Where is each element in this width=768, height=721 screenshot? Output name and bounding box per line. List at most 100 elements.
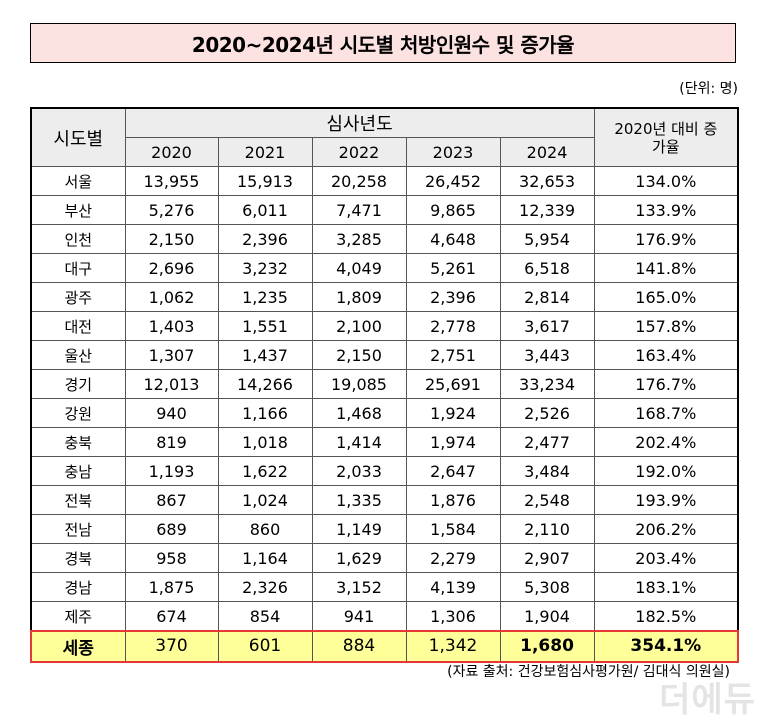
table-row: 강원 940 1,166 1,468 1,924 2,526 168.7%	[30, 398, 739, 428]
rate-cell: 176.7%	[593, 369, 739, 399]
value-cell: 14,266	[217, 369, 313, 399]
rate-cell: 183.1%	[593, 572, 739, 602]
value-cell: 2,778	[405, 311, 501, 341]
value-cell: 958	[124, 543, 219, 573]
value-cell: 12,013	[124, 369, 219, 399]
value-cell: 2,150	[124, 224, 219, 254]
region-cell: 제주	[30, 601, 126, 631]
region-cell: 서울	[30, 166, 126, 196]
value-cell: 867	[124, 485, 219, 515]
value-cell: 1,622	[217, 456, 313, 486]
value-cell: 2,396	[405, 282, 501, 312]
region-cell: 경북	[30, 543, 126, 573]
value-cell: 1,018	[217, 427, 313, 457]
value-cell: 819	[124, 427, 219, 457]
value-cell: 2,696	[124, 253, 219, 283]
rate-cell: 206.2%	[593, 514, 739, 544]
rate-cell: 133.9%	[593, 195, 739, 225]
region-cell: 충북	[30, 427, 126, 457]
region-cell: 부산	[30, 195, 126, 225]
source-note: (자료 출처: 건강보험심사평가원/ 김대식 의원실)	[447, 664, 730, 680]
value-cell: 5,276	[124, 195, 219, 225]
table-row: 전남 689 860 1,149 1,584 2,110 206.2%	[30, 514, 739, 544]
header-row-years: 2020 2021 2022 2023 2024	[31, 137, 738, 167]
value-cell: 12,339	[499, 195, 595, 225]
value-cell: 1,974	[405, 427, 501, 457]
value-cell: 1,584	[405, 514, 501, 544]
value-cell: 3,285	[311, 224, 407, 254]
rate-cell: 165.0%	[593, 282, 739, 312]
value-cell: 20,258	[311, 166, 407, 196]
table-row: 광주 1,062 1,235 1,809 2,396 2,814 165.0%	[30, 282, 739, 312]
region-cell: 전북	[30, 485, 126, 515]
table-body: 서울 13,955 15,913 20,258 26,452 32,653 134.0% 부산…	[29, 166, 740, 663]
value-cell: 4,139	[405, 572, 501, 602]
watermark-logo: 더에듀	[659, 680, 756, 720]
value-cell: 2,033	[311, 456, 407, 486]
value-cell: 2,477	[499, 427, 595, 457]
year-header: 2021	[217, 137, 313, 167]
value-cell: 32,653	[499, 166, 595, 196]
region-cell: 세종	[30, 630, 126, 663]
value-cell: 854	[217, 601, 313, 631]
region-cell: 대구	[30, 253, 126, 283]
value-cell: 370	[124, 630, 219, 663]
value-cell: 3,484	[499, 456, 595, 486]
value-cell: 940	[124, 398, 219, 428]
value-cell: 1,924	[405, 398, 501, 428]
region-cell: 충남	[30, 456, 126, 486]
value-cell: 2,647	[405, 456, 501, 486]
table-row: 충남 1,193 1,622 2,033 2,647 3,484 192.0%	[30, 456, 739, 486]
table-row: 대구 2,696 3,232 4,049 5,261 6,518 141.8%	[30, 253, 739, 283]
value-cell: 19,085	[311, 369, 407, 399]
value-cell: 1,307	[124, 340, 219, 370]
value-cell: 2,279	[405, 543, 501, 573]
value-cell: 1,342	[405, 630, 501, 663]
region-cell: 울산	[30, 340, 126, 370]
value-cell: 1,166	[217, 398, 313, 428]
value-cell: 3,232	[217, 253, 313, 283]
value-cell: 13,955	[124, 166, 219, 196]
rate-header: 2020년 대비 증가율	[593, 107, 739, 167]
rate-header-text: 2020년 대비 증가율	[614, 119, 718, 156]
year-header: 2020	[124, 137, 219, 167]
region-cell: 경기	[30, 369, 126, 399]
rate-cell: 157.8%	[593, 311, 739, 341]
value-cell: 1,062	[124, 282, 219, 312]
value-cell: 25,691	[405, 369, 501, 399]
value-cell: 5,308	[499, 572, 595, 602]
rate-cell: 202.4%	[593, 427, 739, 457]
rate-cell: 203.4%	[593, 543, 739, 573]
value-cell: 2,814	[499, 282, 595, 312]
value-cell: 1,149	[311, 514, 407, 544]
value-cell: 5,261	[405, 253, 501, 283]
value-cell: 1,437	[217, 340, 313, 370]
table-row: 인천 2,150 2,396 3,285 4,648 5,954 176.9%	[30, 224, 739, 254]
value-cell: 2,326	[217, 572, 313, 602]
value-cell: 1,024	[217, 485, 313, 515]
rate-cell: 168.7%	[593, 398, 739, 428]
value-cell: 1,335	[311, 485, 407, 515]
value-cell: 2,907	[499, 543, 595, 573]
value-cell: 15,913	[217, 166, 313, 196]
value-cell: 2,100	[311, 311, 407, 341]
value-cell: 1,306	[405, 601, 501, 631]
value-cell: 689	[124, 514, 219, 544]
value-cell: 1,629	[311, 543, 407, 573]
region-header: 시도별	[30, 107, 126, 167]
value-cell: 5,954	[499, 224, 595, 254]
value-cell: 674	[124, 601, 219, 631]
data-table: 시도별 심사년도 2020년 대비 증가율 2020 2021 2022 202…	[29, 107, 740, 663]
unit-label: (단위: 명)	[679, 81, 738, 97]
region-cell: 강원	[30, 398, 126, 428]
value-cell: 1,876	[405, 485, 501, 515]
value-cell: 4,049	[311, 253, 407, 283]
rate-cell: 354.1%	[593, 630, 739, 663]
year-header: 2022	[311, 137, 407, 167]
value-cell: 884	[311, 630, 407, 663]
value-cell: 2,150	[311, 340, 407, 370]
value-cell: 1,809	[311, 282, 407, 312]
value-cell: 6,011	[217, 195, 313, 225]
value-cell: 1,414	[311, 427, 407, 457]
value-cell: 941	[311, 601, 407, 631]
